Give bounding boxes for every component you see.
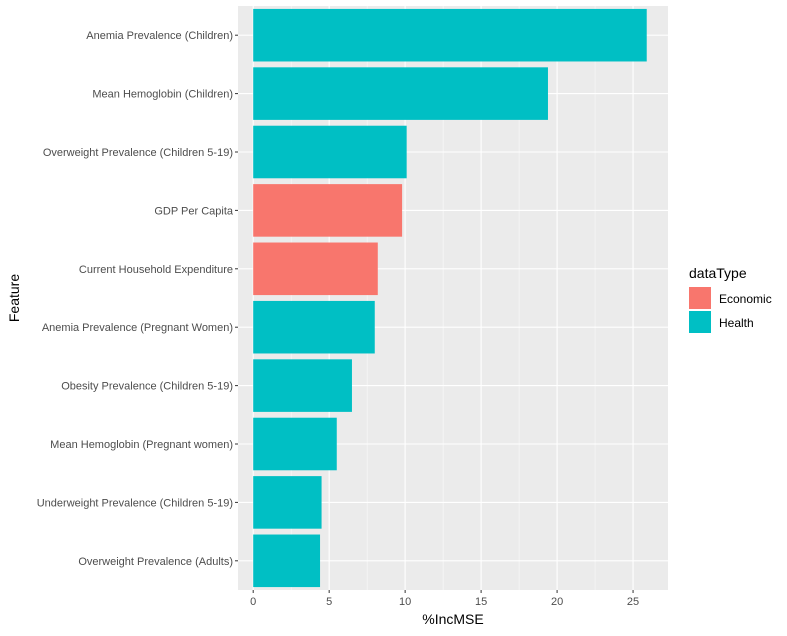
bar bbox=[253, 67, 548, 120]
x-axis-title: %IncMSE bbox=[422, 611, 483, 627]
y-tick-label: Current Household Expenditure bbox=[79, 264, 233, 276]
x-tick-label: 15 bbox=[475, 596, 487, 608]
legend-label-health: Health bbox=[719, 316, 754, 330]
y-tick-label: GDP Per Capita bbox=[154, 205, 234, 217]
bar bbox=[253, 184, 403, 237]
bar bbox=[253, 125, 407, 179]
y-tick-label: Anemia Prevalence (Children) bbox=[86, 30, 233, 42]
bar bbox=[253, 417, 337, 471]
bar bbox=[253, 476, 322, 529]
legend-key-economic bbox=[689, 287, 711, 309]
x-tick-label: 10 bbox=[399, 596, 411, 608]
legend: dataType Economic Health bbox=[689, 265, 772, 333]
bar bbox=[253, 300, 375, 354]
legend-key-health bbox=[689, 311, 711, 333]
y-tick-label: Overweight Prevalence (Children 5-19) bbox=[43, 147, 233, 159]
legend-title: dataType bbox=[689, 265, 747, 281]
bar bbox=[253, 534, 321, 588]
y-tick-label: Underweight Prevalence (Children 5-19) bbox=[37, 497, 233, 509]
bars bbox=[253, 8, 647, 588]
x-tick-label: 5 bbox=[326, 596, 332, 608]
x-tick-label: 20 bbox=[551, 596, 563, 608]
y-tick-label: Anemia Prevalence (Pregnant Women) bbox=[42, 322, 233, 334]
y-tick-label: Obesity Prevalence (Children 5-19) bbox=[61, 381, 233, 393]
x-tick-label: 25 bbox=[627, 596, 639, 608]
y-axis-title: Feature bbox=[6, 274, 22, 322]
y-axis: Anemia Prevalence (Children) Mean Hemoglo… bbox=[37, 30, 238, 568]
bar bbox=[253, 242, 378, 296]
y-tick-label: Mean Hemoglobin (Pregnant women) bbox=[50, 439, 233, 451]
bar bbox=[253, 8, 647, 62]
x-tick-label: 0 bbox=[250, 596, 256, 608]
x-axis: 0 5 10 15 20 25 bbox=[250, 590, 639, 608]
legend-label-economic: Economic bbox=[719, 292, 772, 306]
bar bbox=[253, 359, 352, 412]
y-tick-label: Overweight Prevalence (Adults) bbox=[78, 556, 233, 568]
y-tick-label: Mean Hemoglobin (Children) bbox=[92, 89, 233, 101]
